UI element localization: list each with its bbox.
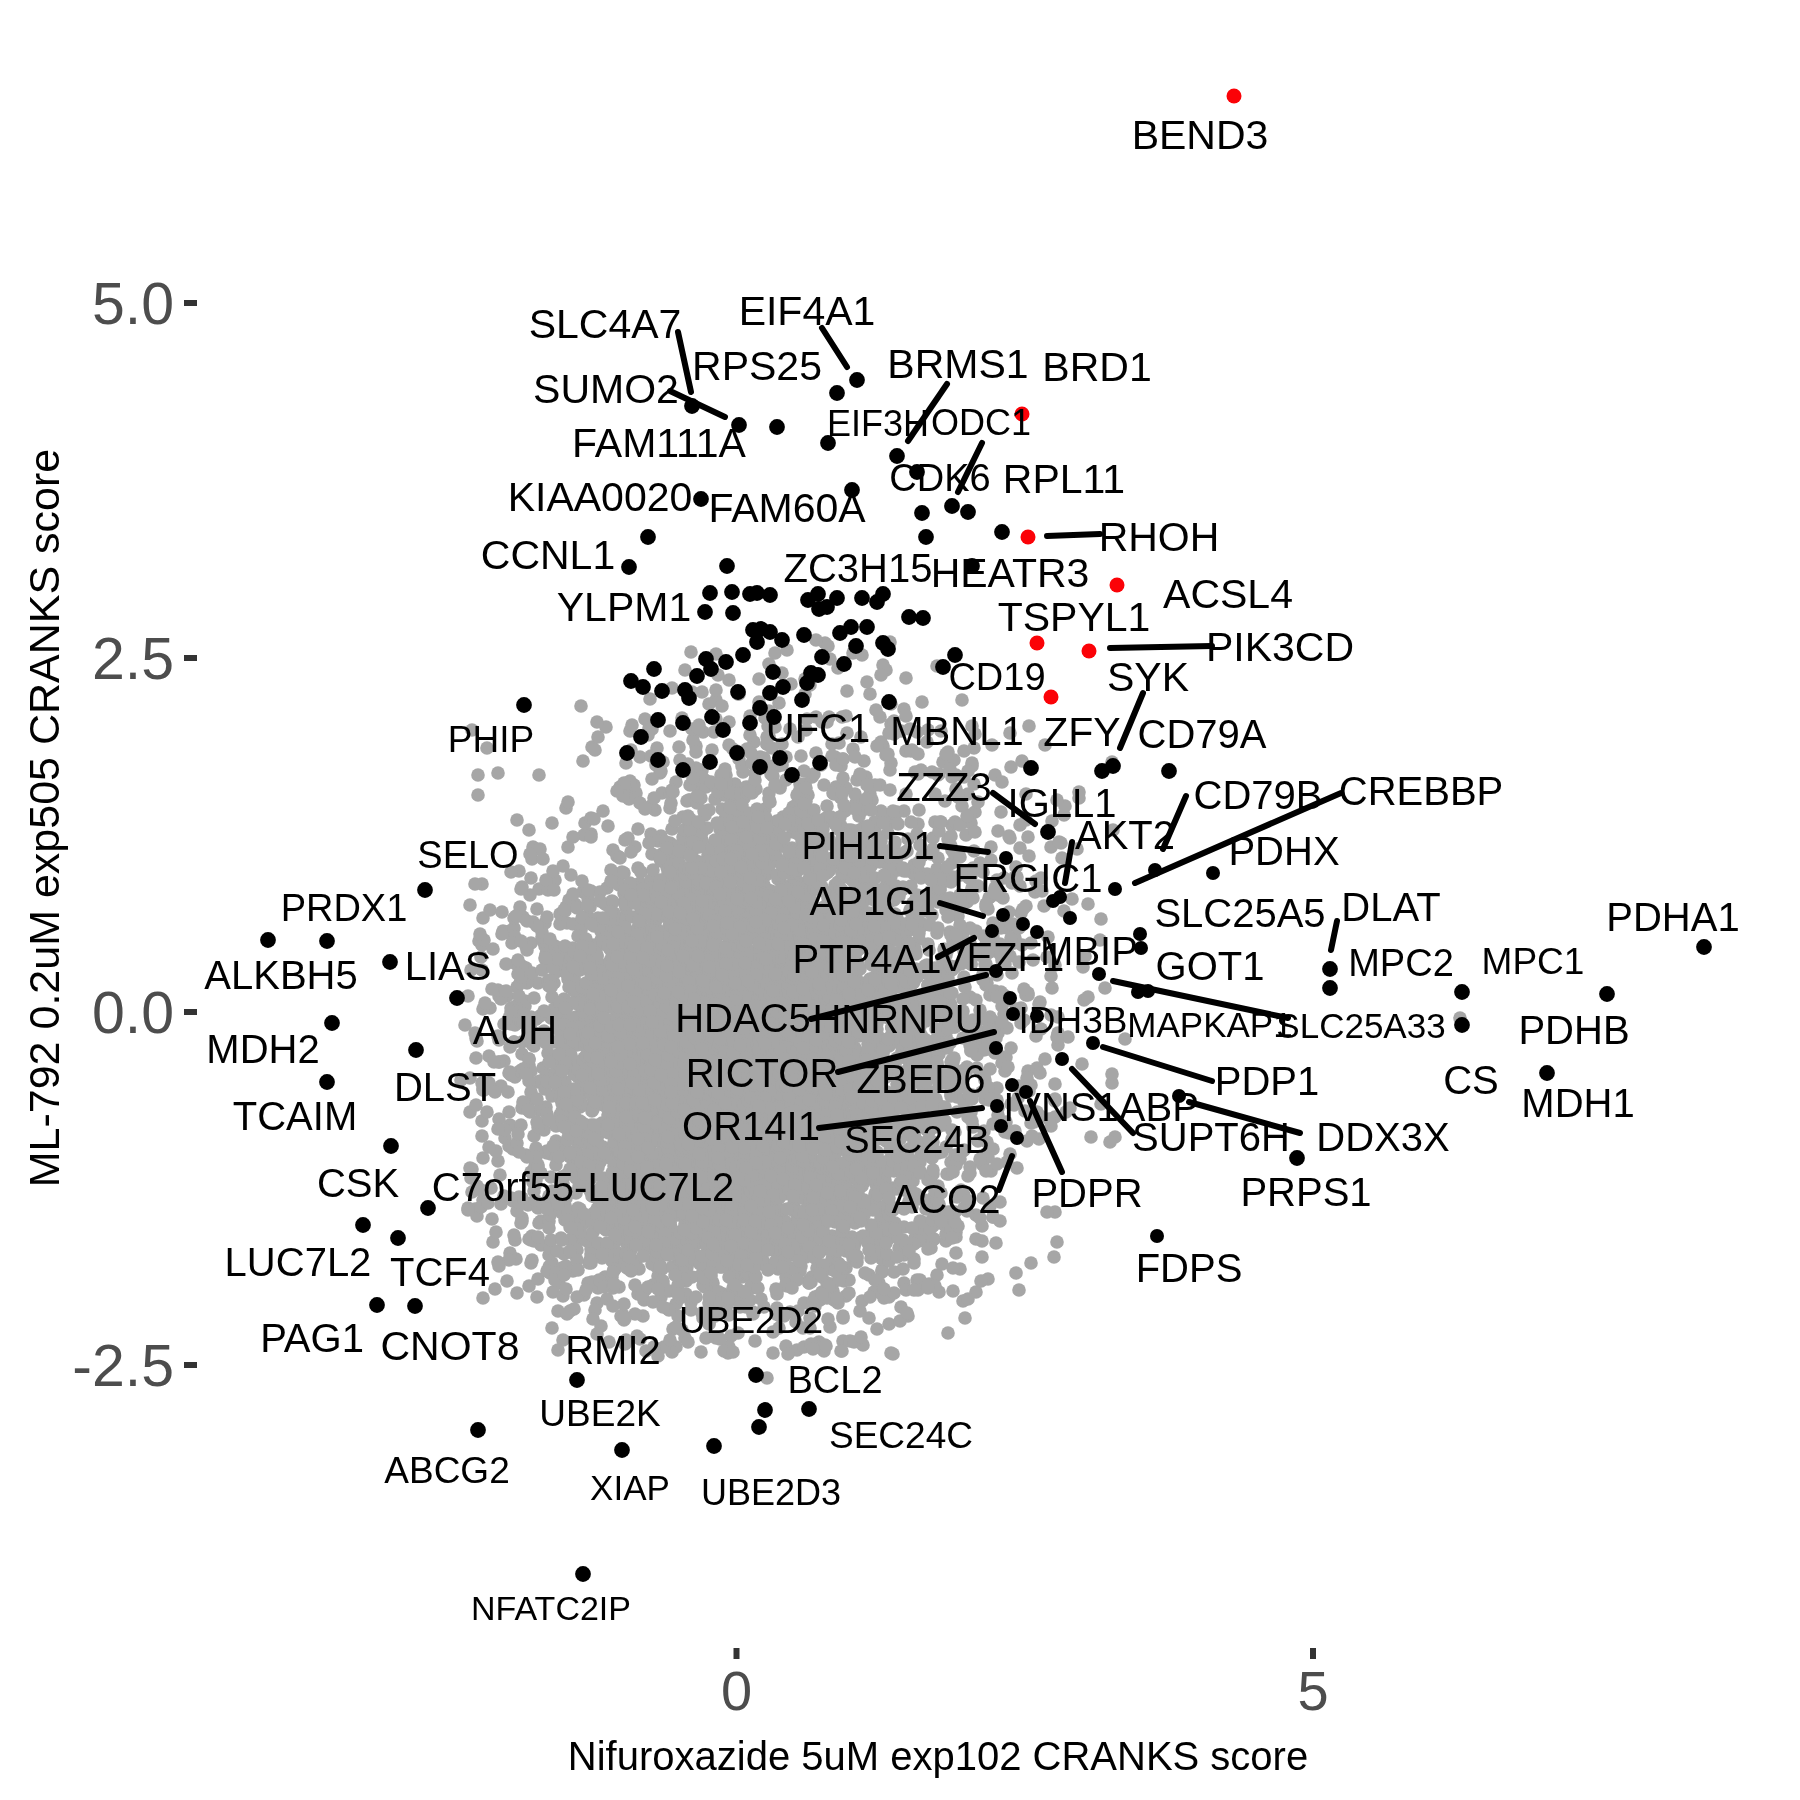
svg-text:CD79A: CD79A — [1138, 712, 1267, 756]
svg-text:BCL2: BCL2 — [787, 1359, 882, 1401]
svg-text:IDH3B: IDH3B — [1019, 1000, 1128, 1041]
svg-text:DLAT: DLAT — [1341, 885, 1440, 929]
svg-text:UBE2K: UBE2K — [539, 1393, 661, 1434]
svg-text:ERGIC1: ERGIC1 — [954, 856, 1103, 900]
svg-text:HEATR3: HEATR3 — [931, 550, 1090, 596]
svg-text:PDP1: PDP1 — [1215, 1059, 1320, 1103]
svg-text:ZBED6: ZBED6 — [857, 1057, 986, 1101]
svg-text:NFATC2IP: NFATC2IP — [471, 1589, 631, 1627]
svg-text:PDHA1: PDHA1 — [1606, 895, 1739, 939]
svg-text:-2.5: -2.5 — [72, 1333, 174, 1399]
svg-text:HDAC5: HDAC5 — [675, 996, 811, 1040]
svg-text:PRDX1: PRDX1 — [281, 887, 408, 929]
svg-text:ML-792 0.2uM exp505 CRANKS sco: ML-792 0.2uM exp505 CRANKS score — [20, 449, 68, 1188]
svg-text:XIAP: XIAP — [590, 1468, 670, 1507]
svg-text:MAPKAP1: MAPKAP1 — [1127, 1005, 1292, 1044]
svg-text:MBNL1: MBNL1 — [890, 709, 1023, 753]
svg-text:KIAA0020: KIAA0020 — [508, 474, 693, 520]
svg-text:BEND3: BEND3 — [1132, 112, 1269, 158]
svg-text:PTP4A1: PTP4A1 — [793, 937, 942, 981]
svg-text:TCF4: TCF4 — [390, 1250, 490, 1294]
svg-text:PIK3CD: PIK3CD — [1206, 624, 1354, 670]
svg-text:0: 0 — [721, 1659, 752, 1722]
svg-text:AP1G1: AP1G1 — [810, 879, 939, 923]
svg-text:CDK6: CDK6 — [889, 457, 990, 499]
svg-text:5: 5 — [1297, 1659, 1328, 1722]
svg-text:UBE2D3: UBE2D3 — [701, 1472, 841, 1513]
svg-text:CCNL1: CCNL1 — [481, 532, 615, 578]
svg-text:PDPR: PDPR — [1031, 1171, 1142, 1215]
svg-text:SEC24B: SEC24B — [844, 1119, 990, 1161]
svg-text:MPC1: MPC1 — [1482, 941, 1585, 982]
svg-text:ABCG2: ABCG2 — [384, 1450, 509, 1491]
svg-text:EIF4A1: EIF4A1 — [739, 288, 876, 334]
svg-text:FAM60A: FAM60A — [708, 485, 866, 531]
svg-text:FDPS: FDPS — [1136, 1246, 1243, 1290]
svg-text:RHOH: RHOH — [1099, 514, 1220, 560]
svg-text:CNOT8: CNOT8 — [381, 1323, 520, 1369]
svg-text:PDHB: PDHB — [1518, 1008, 1629, 1052]
svg-text:RPL11: RPL11 — [1003, 456, 1125, 502]
svg-text:MDH1: MDH1 — [1521, 1081, 1634, 1125]
svg-text:PAG1: PAG1 — [260, 1316, 364, 1360]
svg-text:SUPT6H: SUPT6H — [1132, 1115, 1290, 1159]
svg-text:RPS25: RPS25 — [692, 343, 822, 389]
svg-text:CREBBP: CREBBP — [1339, 769, 1504, 813]
svg-text:SUMO2: SUMO2 — [533, 366, 679, 412]
svg-text:SLC25A5: SLC25A5 — [1154, 891, 1325, 935]
svg-text:ACSL4: ACSL4 — [1163, 571, 1293, 617]
svg-text:CSK: CSK — [317, 1161, 400, 1205]
svg-text:CD19: CD19 — [948, 656, 1045, 698]
svg-text:ZC3H15: ZC3H15 — [784, 546, 933, 590]
svg-text:HNRNPU: HNRNPU — [812, 997, 983, 1041]
svg-text:PHIP: PHIP — [448, 719, 534, 760]
svg-text:2.5: 2.5 — [92, 626, 174, 692]
svg-text:BRD1: BRD1 — [1042, 344, 1151, 390]
svg-text:MBIP: MBIP — [1040, 929, 1138, 973]
svg-text:OR14I1: OR14I1 — [682, 1104, 820, 1148]
svg-text:RMI2: RMI2 — [565, 1328, 661, 1372]
svg-text:0.0: 0.0 — [92, 980, 174, 1046]
svg-text:MPC2: MPC2 — [1348, 942, 1454, 984]
svg-text:CS: CS — [1443, 1058, 1499, 1102]
svg-text:FAM111A: FAM111A — [572, 420, 747, 466]
svg-text:UFC1: UFC1 — [766, 706, 870, 750]
svg-text:AKT2: AKT2 — [1075, 813, 1175, 857]
svg-text:SLC4A7: SLC4A7 — [529, 301, 682, 347]
svg-text:ALKBH5: ALKBH5 — [204, 953, 357, 997]
svg-text:ACO2: ACO2 — [892, 1177, 1001, 1221]
svg-text:C7orf55-LUC7L2: C7orf55-LUC7L2 — [432, 1165, 734, 1209]
svg-text:BRMS1: BRMS1 — [887, 341, 1028, 387]
svg-text:TSPYL1: TSPYL1 — [998, 594, 1151, 640]
svg-text:RICTOR: RICTOR — [686, 1051, 839, 1095]
svg-text:LUC7L2: LUC7L2 — [225, 1240, 372, 1284]
svg-text:CD79B: CD79B — [1194, 773, 1323, 817]
svg-text:SEC24C: SEC24C — [829, 1415, 973, 1456]
svg-text:ODC1: ODC1 — [931, 402, 1031, 443]
svg-text:SLC25A33: SLC25A33 — [1276, 1006, 1445, 1045]
svg-text:Nifuroxazide 5uM exp102 CRANKS: Nifuroxazide 5uM exp102 CRANKS score — [568, 1734, 1308, 1778]
svg-text:YLPM1: YLPM1 — [557, 584, 691, 630]
svg-text:GOT1: GOT1 — [1156, 944, 1265, 988]
svg-text:TCAIM: TCAIM — [233, 1094, 357, 1138]
svg-text:SYK: SYK — [1107, 654, 1189, 700]
svg-text:SELO: SELO — [417, 834, 518, 876]
svg-text:PRPS1: PRPS1 — [1240, 1170, 1371, 1214]
svg-text:5.0: 5.0 — [92, 271, 174, 337]
svg-text:DLST: DLST — [394, 1065, 496, 1109]
svg-text:LIAS: LIAS — [405, 944, 492, 988]
svg-text:PIH1D1: PIH1D1 — [801, 825, 934, 867]
svg-text:ZFY: ZFY — [1043, 709, 1120, 755]
svg-text:PDHX: PDHX — [1228, 829, 1339, 873]
svg-text:ZZZ3: ZZZ3 — [896, 765, 992, 809]
svg-text:MDH2: MDH2 — [206, 1027, 319, 1071]
svg-text:DDX3X: DDX3X — [1316, 1115, 1449, 1159]
svg-text:AUH: AUH — [473, 1008, 557, 1052]
svg-text:UBE2D2: UBE2D2 — [679, 1300, 823, 1341]
svg-text:EIF3H: EIF3H — [827, 403, 929, 444]
